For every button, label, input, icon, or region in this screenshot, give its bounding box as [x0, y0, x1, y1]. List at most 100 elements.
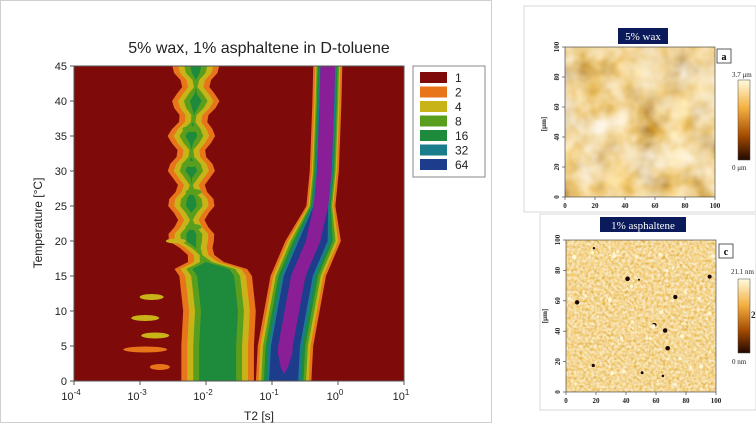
afm-particle — [600, 353, 603, 356]
y-tick-label: 15 — [55, 271, 67, 283]
y-tick-label: 20 — [55, 236, 67, 248]
afm-title-box-wax — [618, 28, 668, 44]
afm-particle — [697, 296, 702, 301]
afm-height-map-asphaltene — [566, 240, 716, 392]
contour-blob — [123, 346, 168, 353]
contour-blob — [185, 224, 202, 230]
contour-chart-panel: 5% wax, 1% asphaltene in D-toluene 0 5 10 1… — [0, 0, 492, 423]
contour-blob — [141, 332, 170, 339]
afm-particle — [705, 317, 709, 321]
x-tick-label: 10-4 — [61, 388, 81, 403]
afm-particle — [672, 290, 675, 293]
afm-particle — [665, 268, 669, 273]
contour-chart: 5% wax, 1% asphaltene in D-toluene 05101… — [31, 40, 486, 423]
afm-x-tick-label: 100 — [711, 397, 722, 405]
y-tick-label: 10 — [55, 306, 67, 318]
contour-blob — [165, 238, 186, 244]
afm-y-tick-label: 0 — [554, 390, 562, 394]
scale-min-wax: 0 μm — [732, 164, 747, 172]
contour-blob — [131, 315, 160, 321]
x-axis-label: T2 [s] — [244, 409, 274, 423]
afm-x-tick-label: 40 — [622, 202, 630, 210]
x-tick-label: 100 — [327, 388, 344, 403]
y-tick-label: 25 — [55, 201, 67, 213]
afm-particle — [630, 320, 635, 324]
afm-x-tick-label: 60 — [652, 202, 660, 210]
afm-particles — [567, 246, 715, 389]
y-tick-label: 5 — [61, 341, 67, 353]
legend-label: 2 — [455, 86, 462, 100]
x-tick-label: 10-3 — [127, 388, 147, 403]
afm-particle — [710, 253, 715, 259]
y-axis-ticks: 0 5 10 15 20 25 30 35 40 45 — [55, 61, 74, 388]
afm-x-tick-label: 40 — [623, 397, 631, 405]
afm-particle — [673, 294, 678, 300]
afm-particle — [590, 250, 595, 255]
legend-swatch — [420, 86, 447, 98]
afm-particle — [607, 297, 612, 302]
afm-particle — [610, 371, 615, 376]
afm-particle — [621, 369, 626, 374]
afm-title-box-asphaltene — [600, 217, 686, 232]
color-scale-wax — [737, 79, 751, 161]
afm-particle — [665, 345, 670, 351]
afm-particle — [616, 250, 620, 254]
afm-particle — [612, 251, 615, 254]
afm-particle — [611, 386, 614, 389]
afm-particle — [684, 319, 687, 322]
afm-map-border-asphaltene — [565, 239, 717, 393]
afm-title-wax: 5% wax — [625, 31, 661, 43]
afm-particle — [574, 300, 580, 305]
legend-swatch — [420, 115, 447, 127]
x-axis-ticks: 10-4 10-3 10-2 10-1 100 101 — [61, 381, 410, 403]
x-tick-label: 10-2 — [193, 388, 213, 403]
contour-layers — [123, 66, 343, 381]
color-scale-asphaltene — [737, 278, 751, 354]
x-tick-label: 10-1 — [259, 388, 279, 403]
panel-label-c: c — [724, 247, 729, 258]
afm-particle — [625, 276, 630, 282]
legend-swatch — [420, 101, 447, 112]
afm-particle — [668, 291, 671, 293]
afm-particle — [673, 382, 677, 387]
afm-particle — [592, 246, 596, 250]
afm-ticks-wax: 0 20 40 60 80 100 0 20 40 60 80 100 — [553, 41, 721, 210]
afm-particle — [671, 266, 675, 270]
contour-blob — [183, 161, 200, 167]
legend-swatch — [420, 130, 447, 141]
contour-blob — [149, 364, 170, 370]
scale-max-asphaltene: 21.1 nm — [731, 268, 755, 276]
afm-x-tick-label: 80 — [683, 397, 691, 405]
afm-x-tick-label: 20 — [593, 397, 601, 405]
legend-label: 16 — [455, 129, 469, 143]
afm-particle — [707, 311, 712, 316]
panel-label-box-c — [718, 243, 734, 259]
afm-particle — [596, 315, 600, 318]
afm-particle — [608, 254, 612, 257]
y-tick-label: 35 — [55, 131, 67, 143]
short-t2-band-16 — [185, 66, 238, 381]
afm-particle — [635, 255, 639, 259]
afm-y-tick-label: 60 — [553, 103, 561, 111]
afm-particle — [661, 374, 665, 378]
y-axis-label: Temperature [°C] — [31, 178, 45, 269]
afm-particle — [648, 337, 652, 341]
afm-y-tick-label: 80 — [553, 73, 561, 81]
afm-particle — [709, 351, 712, 353]
afm-particle — [699, 364, 704, 369]
afm-x-tick-label: 0 — [563, 202, 567, 210]
afm-height-map-wax — [565, 47, 715, 197]
y-tick-label: 45 — [55, 61, 67, 73]
contour-blob — [139, 294, 164, 300]
scale-max-wax: 3.7 μm — [732, 71, 752, 79]
legend-label: 1 — [455, 71, 462, 85]
afm-ylabel-asphaltene: [μm] — [541, 309, 549, 323]
legend-label: 8 — [455, 115, 462, 129]
afm-x-tick-label: 20 — [592, 202, 600, 210]
afm-particle — [640, 371, 644, 375]
afm-particle — [619, 336, 624, 341]
afm-particle — [571, 254, 577, 260]
afm-images-panel: 5% wax a 3.7 μm 0 μm [μm] 0 20 40 60 80 100 0 2… — [520, 0, 756, 423]
legend-swatch — [420, 144, 447, 156]
afm-y-tick-label: 0 — [553, 195, 561, 199]
